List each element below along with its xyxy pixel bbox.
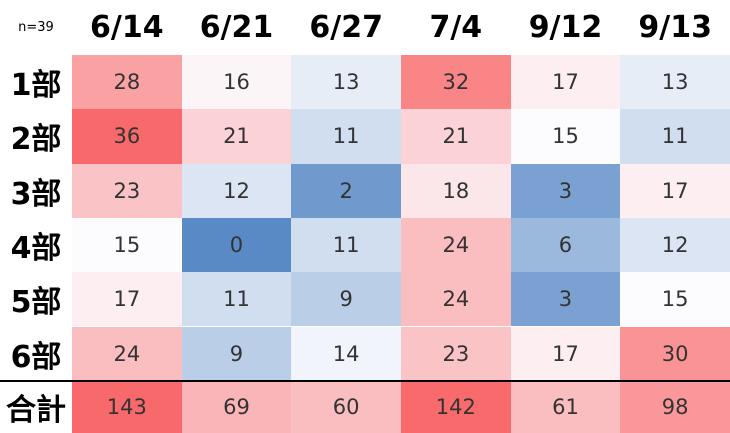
- row-label: 6部: [10, 339, 62, 375]
- row-label: 3部: [10, 176, 62, 212]
- cell-value: 3: [510, 272, 621, 327]
- cell-value: 17: [620, 163, 730, 218]
- cell-value: 13: [620, 55, 730, 110]
- cell-value: 24: [72, 326, 182, 381]
- column-header: 9/12: [528, 10, 603, 45]
- cell-value: 36: [72, 109, 182, 164]
- cell-value: 0: [181, 217, 292, 273]
- cell-value: 24: [401, 272, 511, 327]
- row-label: 1部: [10, 68, 62, 104]
- cell-value: 11: [291, 217, 401, 273]
- column-header: 6/14: [90, 10, 164, 45]
- total-value: 61: [510, 381, 621, 433]
- cell-value: 15: [510, 109, 621, 164]
- cell-value: 11: [620, 109, 730, 164]
- row-label: 4部: [10, 231, 62, 267]
- total-value: 69: [181, 381, 292, 433]
- cell-value: 23: [72, 163, 182, 218]
- cell-value: 32: [401, 55, 511, 110]
- total-separator: [0, 379, 730, 382]
- cell-value: 18: [401, 163, 511, 218]
- cell-value: 23: [401, 326, 511, 381]
- cell-value: 16: [181, 55, 292, 110]
- cell-value: 30: [620, 326, 730, 381]
- cell-value: 12: [181, 163, 292, 218]
- total-value: 98: [620, 381, 730, 433]
- corner-label: n=39: [18, 20, 54, 35]
- cell-value: 17: [510, 55, 621, 110]
- cell-value: 11: [291, 109, 401, 164]
- cell-value: 15: [620, 272, 730, 327]
- cell-value: 15: [72, 217, 182, 273]
- cell-value: 13: [291, 55, 401, 110]
- column-header: 9/13: [638, 10, 712, 45]
- cell-value: 24: [401, 217, 511, 273]
- cell-value: 6: [510, 217, 621, 273]
- cell-value: 9: [181, 326, 292, 381]
- cell-value: 28: [72, 55, 182, 110]
- cell-value: 21: [401, 109, 511, 164]
- cell-value: 2: [291, 163, 401, 218]
- cell-value: 9: [291, 272, 401, 327]
- total-value: 143: [72, 381, 182, 433]
- column-header: 6/21: [199, 10, 274, 45]
- cell-value: 17: [72, 272, 182, 327]
- cell-value: 11: [181, 272, 292, 327]
- column-header: 7/4: [429, 10, 483, 45]
- cell-value: 12: [620, 217, 730, 273]
- total-value: 60: [291, 381, 401, 433]
- column-header: 6/27: [309, 10, 383, 45]
- total-value: 142: [401, 381, 511, 433]
- cell-value: 3: [510, 163, 621, 218]
- row-label: 5部: [10, 285, 62, 321]
- row-label: 合計: [6, 393, 66, 429]
- row-label: 2部: [10, 122, 62, 158]
- cell-value: 17: [510, 326, 621, 381]
- cell-value: 21: [181, 109, 292, 164]
- cell-value: 14: [291, 326, 401, 381]
